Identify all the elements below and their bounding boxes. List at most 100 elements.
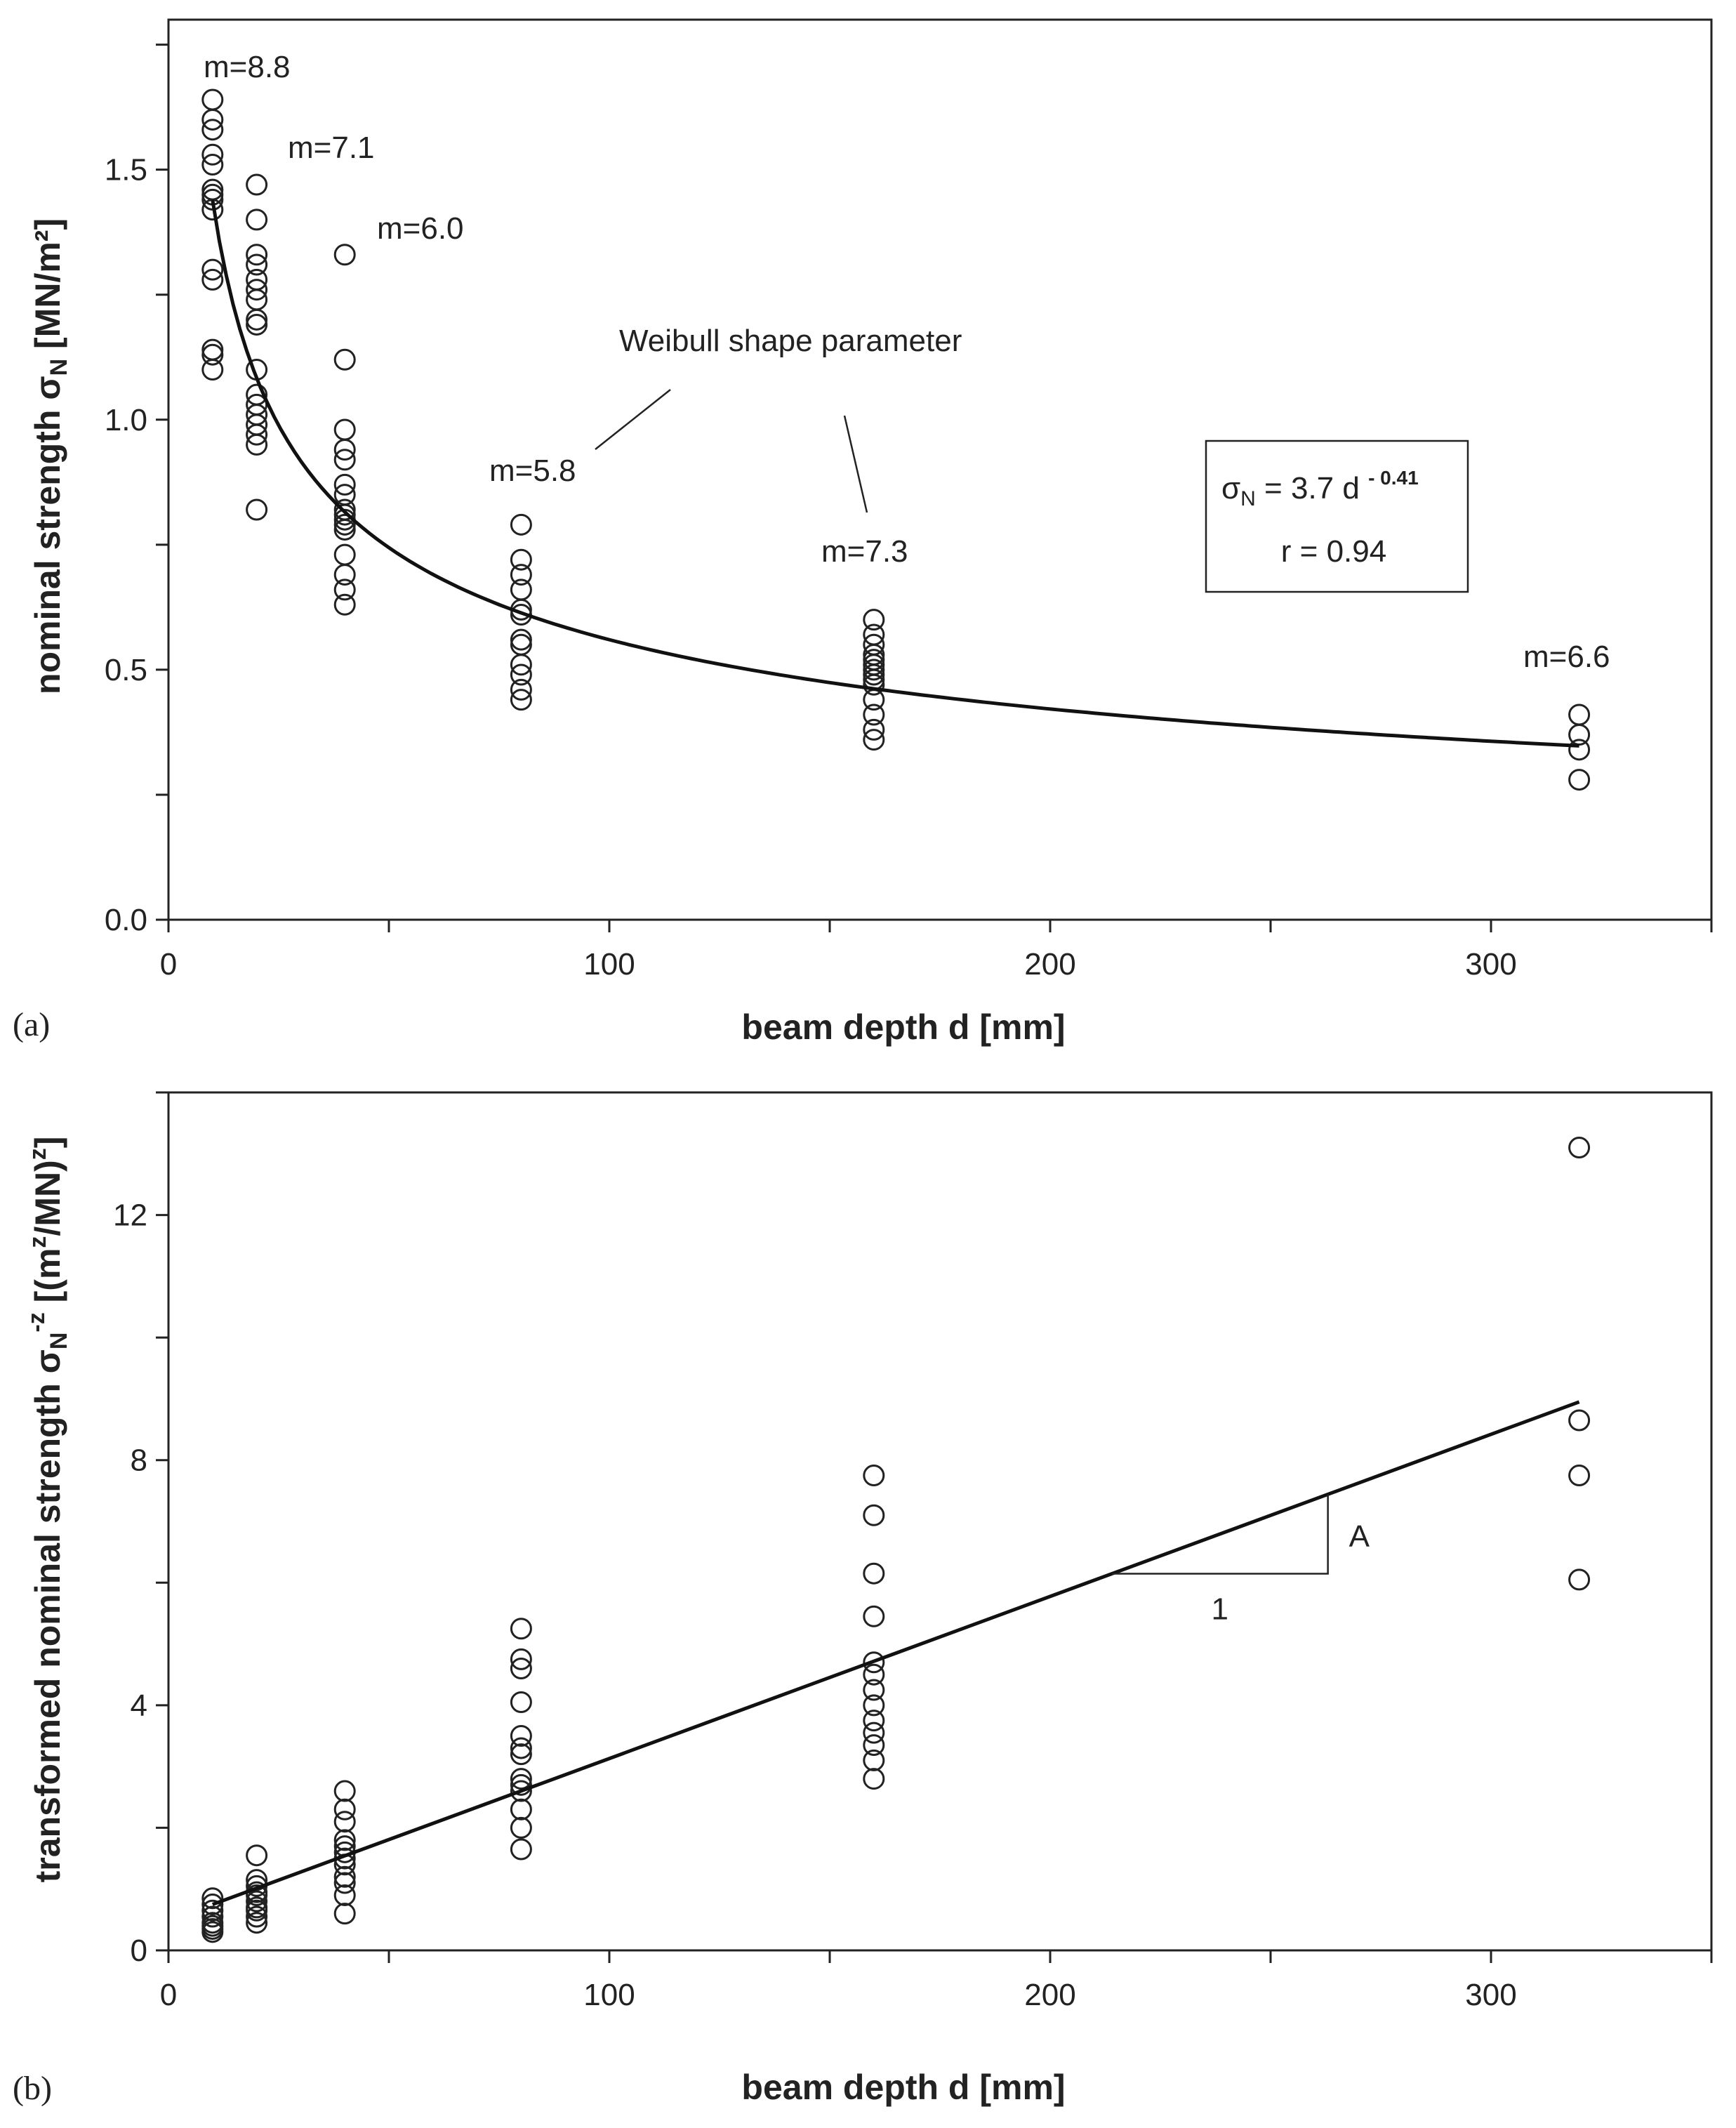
data-point bbox=[510, 1657, 532, 1679]
data-point bbox=[510, 1743, 532, 1766]
linear-fit-line bbox=[211, 1400, 1580, 1906]
data-point bbox=[863, 1605, 885, 1627]
data-point bbox=[201, 1921, 224, 1943]
slope-run-label: 1 bbox=[1212, 1592, 1228, 1627]
data-point bbox=[510, 1691, 532, 1713]
y-tick-label: 1.5 bbox=[105, 153, 147, 187]
data-point bbox=[863, 609, 885, 631]
plot-frame-b bbox=[167, 1091, 1713, 1952]
data-point bbox=[333, 518, 356, 541]
data-points-b bbox=[201, 1137, 1591, 1943]
data-points-a bbox=[201, 88, 1591, 791]
plot-frame-a bbox=[167, 18, 1713, 921]
panel-label-a: (a) bbox=[13, 1006, 50, 1043]
x-tick-label: 100 bbox=[583, 1978, 635, 2012]
y-tick-label: 12 bbox=[113, 1198, 147, 1233]
data-point bbox=[510, 1798, 532, 1820]
shape-label-m7.1: m=7.1 bbox=[288, 131, 375, 165]
data-point bbox=[201, 108, 224, 131]
y-tick-label: 4 bbox=[131, 1688, 147, 1723]
data-point bbox=[201, 1905, 224, 1928]
data-point bbox=[863, 673, 885, 696]
shape-label-m6.6: m=6.6 bbox=[1523, 640, 1610, 674]
correlation-text: r = 0.94 bbox=[1281, 534, 1386, 569]
data-point bbox=[863, 703, 885, 726]
data-point bbox=[246, 1899, 268, 1922]
data-point bbox=[863, 1504, 885, 1526]
data-point bbox=[246, 1912, 268, 1934]
data-point bbox=[333, 1903, 356, 1925]
data-point bbox=[510, 1780, 532, 1802]
y-ticks-b: 0 4 8 12 bbox=[113, 1091, 168, 1968]
data-point bbox=[201, 154, 224, 176]
data-point bbox=[1568, 1568, 1591, 1591]
data-point bbox=[510, 654, 532, 676]
data-point bbox=[510, 564, 532, 586]
data-point bbox=[1568, 769, 1591, 791]
data-point bbox=[246, 308, 268, 331]
x-tick-label: 0 bbox=[160, 1978, 177, 2012]
y-tick-label: 0 bbox=[131, 1934, 147, 1968]
equation-text: σN = 3.7 d - 0.41 bbox=[1221, 467, 1419, 510]
data-point bbox=[201, 199, 224, 221]
x-tick-label: 0 bbox=[160, 947, 177, 982]
data-point bbox=[863, 1749, 885, 1771]
chart-panel-a: 0 100 200 300 0.0 0.5 1.0 1.5 m=8.8 m=7.1 m=6.… bbox=[13, 18, 1713, 1047]
data-point bbox=[863, 718, 885, 741]
data-point bbox=[201, 1887, 224, 1910]
chart-panel-b: 1 A 0 100 200 300 0 4 8 12 beam depth d [mm] t… bbox=[13, 1091, 1713, 2107]
data-point bbox=[510, 678, 532, 701]
data-point bbox=[863, 729, 885, 751]
y-tick-label: 0.0 bbox=[105, 903, 147, 937]
slope-triangle bbox=[1111, 1494, 1329, 1575]
data-point bbox=[863, 1663, 885, 1686]
data-point bbox=[510, 633, 532, 656]
y-axis-label-a: nominal strength σN [MN/m²] bbox=[28, 218, 72, 694]
weibull-leader-left bbox=[595, 389, 671, 450]
data-point bbox=[510, 663, 532, 686]
data-point bbox=[201, 1894, 224, 1916]
data-point bbox=[510, 548, 532, 571]
data-point bbox=[510, 1725, 532, 1747]
data-point bbox=[333, 593, 356, 616]
data-point bbox=[863, 1694, 885, 1717]
data-point bbox=[510, 1768, 532, 1790]
shape-label-m8.8: m=8.8 bbox=[204, 50, 291, 84]
data-point bbox=[510, 1648, 532, 1670]
data-point bbox=[1568, 739, 1591, 761]
data-point bbox=[863, 1710, 885, 1732]
data-point bbox=[333, 418, 356, 441]
data-point bbox=[510, 1838, 532, 1861]
data-point bbox=[510, 513, 532, 536]
data-point bbox=[201, 258, 224, 281]
x-tick-label: 100 bbox=[583, 947, 635, 982]
data-point bbox=[246, 1905, 268, 1928]
data-point bbox=[246, 313, 268, 336]
data-point bbox=[863, 659, 885, 681]
data-point bbox=[201, 119, 224, 141]
y-axis-label-b: transformed nominal strength σN-z [(mz/M… bbox=[23, 1137, 72, 1883]
data-point bbox=[246, 173, 268, 196]
shape-label-m6.0: m=6.0 bbox=[377, 211, 464, 246]
equation-box bbox=[1205, 440, 1469, 593]
data-point bbox=[333, 473, 356, 496]
data-point bbox=[246, 1844, 268, 1867]
y-tick-label: 8 bbox=[131, 1443, 147, 1478]
x-tick-label: 300 bbox=[1465, 947, 1516, 982]
data-point bbox=[510, 689, 532, 711]
data-point bbox=[201, 359, 224, 381]
data-point bbox=[333, 1798, 356, 1820]
data-point bbox=[333, 1884, 356, 1906]
x-ticks-b: 0 100 200 300 bbox=[160, 1950, 1713, 2012]
data-point bbox=[863, 1679, 885, 1701]
data-point bbox=[201, 88, 224, 111]
data-point bbox=[333, 1811, 356, 1833]
data-point bbox=[510, 1816, 532, 1839]
data-point bbox=[510, 579, 532, 601]
data-point bbox=[863, 1734, 885, 1757]
data-point bbox=[863, 1562, 885, 1585]
data-point bbox=[333, 439, 356, 461]
data-point bbox=[333, 1865, 356, 1888]
slope-rise-label: A bbox=[1349, 1519, 1370, 1554]
